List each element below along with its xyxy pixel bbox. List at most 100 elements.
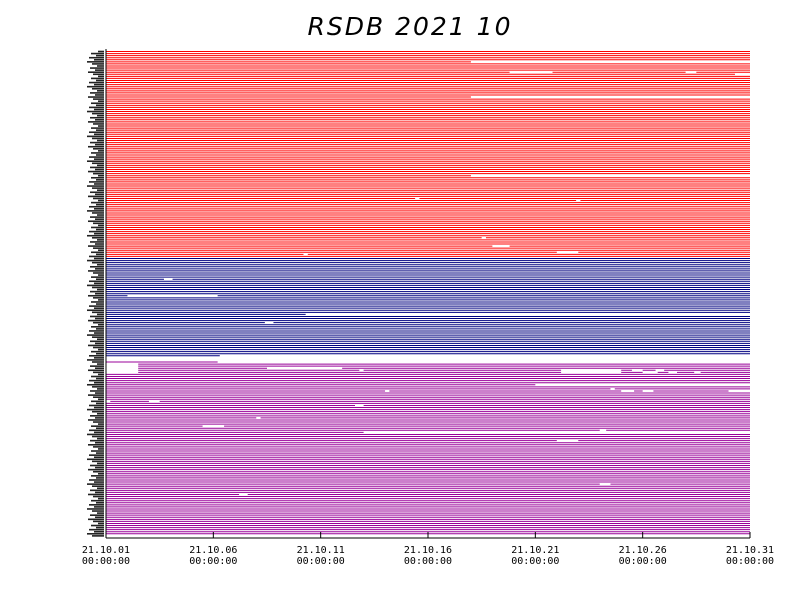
station-label	[95, 94, 104, 96]
data-gap	[610, 388, 615, 391]
station-label	[90, 265, 104, 268]
station-label	[92, 162, 104, 165]
station-label	[95, 292, 104, 295]
station-label	[88, 121, 104, 123]
station-label	[89, 330, 104, 332]
station-label	[96, 328, 104, 330]
x-tick-label: 21.10.16	[404, 545, 452, 556]
station-label	[89, 429, 104, 432]
data-gap	[415, 197, 420, 200]
station-label	[90, 340, 104, 343]
station-label	[90, 415, 104, 417]
station-label	[97, 487, 104, 490]
station-label	[92, 336, 104, 338]
station-label	[96, 79, 104, 82]
station-label	[94, 183, 104, 185]
station-label	[95, 143, 104, 146]
station-label	[92, 311, 104, 314]
x-tick-time: 00:00:00	[619, 556, 667, 567]
station-label	[88, 444, 104, 446]
station-label	[93, 396, 104, 398]
station-label	[94, 357, 104, 359]
station-label	[98, 323, 104, 326]
station-label	[89, 504, 104, 506]
x-tick-time: 00:00:00	[82, 556, 130, 567]
station-label	[87, 85, 104, 88]
station-label	[91, 400, 104, 403]
chart-title: RSDB 2021 10	[307, 12, 513, 41]
station-label	[93, 421, 104, 423]
station-lines-layer	[106, 51, 750, 537]
data-gap	[106, 363, 139, 366]
data-gap	[148, 400, 160, 403]
station-label	[92, 460, 104, 463]
station-label	[89, 255, 104, 258]
data-gap	[127, 294, 218, 297]
station-label	[94, 257, 104, 260]
station-label	[93, 470, 104, 473]
station-label	[97, 437, 104, 440]
station-label	[92, 286, 104, 289]
data-gap	[509, 71, 553, 74]
data-gap	[264, 321, 274, 324]
station-label	[91, 425, 104, 427]
data-gap	[556, 251, 579, 254]
station-label	[94, 307, 104, 309]
station-label	[98, 224, 104, 227]
station-label	[94, 431, 104, 434]
station-label	[88, 270, 104, 272]
station-label	[94, 108, 104, 111]
station-label	[88, 394, 104, 396]
station-label	[89, 280, 104, 283]
station-label	[94, 481, 104, 483]
data-gap	[734, 73, 750, 76]
station-label	[87, 408, 104, 411]
station-label	[94, 158, 104, 160]
data-gap	[470, 60, 750, 63]
station-label	[91, 127, 104, 129]
station-label	[97, 164, 104, 167]
data-gap	[163, 278, 173, 281]
station-label	[92, 137, 104, 140]
station-label	[87, 61, 104, 63]
x-tick-label: 21.10.26	[619, 545, 667, 556]
station-label	[95, 466, 104, 469]
x-tick-label: 21.10.06	[189, 545, 237, 556]
station-label	[88, 518, 104, 521]
data-gap	[256, 416, 261, 419]
station-label	[96, 526, 104, 529]
data-gap	[106, 367, 139, 370]
station-label	[87, 533, 104, 535]
station-label	[87, 185, 104, 187]
station-label	[93, 371, 104, 374]
data-gap	[728, 390, 750, 393]
data-gap	[106, 371, 139, 374]
data-gap	[106, 365, 139, 368]
x-tick-time: 00:00:00	[511, 556, 559, 567]
data-gap	[305, 313, 750, 316]
station-label	[87, 359, 104, 361]
station-label	[94, 332, 104, 334]
station-label	[91, 350, 104, 353]
station-label	[92, 485, 104, 487]
station-label	[98, 249, 104, 252]
data-gap	[267, 367, 343, 370]
station-label	[96, 179, 104, 181]
station-label	[96, 253, 104, 256]
data-gap	[561, 371, 622, 374]
data-gap	[561, 369, 622, 372]
station-label	[91, 152, 104, 154]
station-labels-layer	[87, 50, 104, 537]
station-label	[91, 201, 104, 204]
station-label	[91, 52, 104, 55]
station-label	[94, 83, 104, 86]
station-label	[95, 218, 104, 220]
station-label	[89, 106, 104, 109]
station-label	[92, 435, 104, 438]
station-label	[96, 501, 104, 504]
station-label	[88, 294, 104, 297]
station-label	[93, 197, 104, 200]
station-label	[93, 222, 104, 225]
data-gap	[599, 429, 607, 432]
station-label	[90, 439, 104, 442]
